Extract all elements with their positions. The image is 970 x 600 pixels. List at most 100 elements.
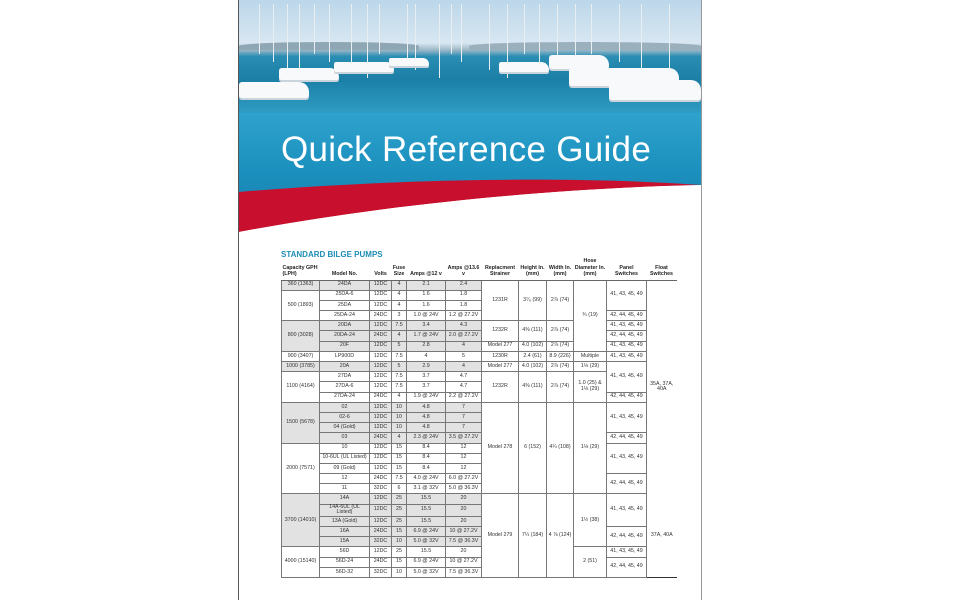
page-title: Quick Reference Guide bbox=[281, 130, 652, 169]
width-cell: 2⅞ (74) bbox=[546, 360, 574, 373]
mast bbox=[451, 4, 452, 54]
column-header: Amps @12 v bbox=[406, 258, 446, 281]
height-cell: 4.0 (102) bbox=[518, 340, 547, 352]
fuse-cell: 7.5 bbox=[391, 381, 407, 393]
amps-13v-cell: 2.4 bbox=[445, 279, 482, 291]
capacity-cell: 1500 (5678) bbox=[281, 401, 320, 444]
fuse-cell: 3 bbox=[391, 310, 407, 322]
model-cell: 56D-32 bbox=[319, 566, 370, 578]
volts-cell: 12DC bbox=[369, 299, 392, 312]
model-cell: LP900D bbox=[319, 350, 370, 363]
amps-12v-cell: 1.9 @ 24V bbox=[406, 391, 446, 403]
mast bbox=[575, 4, 576, 78]
panel-cell: 41, 43, 45, 49 bbox=[606, 350, 647, 363]
table-row: 360 (1363) 24DA 12DC 4 2.1 2.4 1231R 3⁷⁄₈ (99) 2… bbox=[281, 279, 677, 494]
column-header: Hose Diameter In. (mm) bbox=[573, 258, 607, 281]
fuse-cell: 7.5 bbox=[391, 371, 407, 383]
volts-cell: 24DC bbox=[369, 432, 392, 444]
fuse-cell: 6 bbox=[391, 483, 407, 495]
volts-cell: 12DC bbox=[369, 442, 392, 454]
amps-12v-cell: 3.7 bbox=[406, 381, 446, 393]
panel-cell: 41, 43, 45, 49 bbox=[606, 493, 647, 527]
model-cell: 09 (Gold) bbox=[319, 462, 370, 475]
height-cell: 4.0 (102) bbox=[518, 360, 547, 373]
amps-13v-cell: 10 @ 27.2V bbox=[445, 525, 482, 538]
amps-13v-cell: 20 bbox=[445, 515, 482, 528]
amps-12v-cell: 15.5 bbox=[406, 493, 446, 505]
table-row: 03 24DC 4 2.3 @ 24V 3.5 @ 27.2V 42, 44, 45, 4… bbox=[282, 432, 677, 444]
model-cell: 24DA bbox=[319, 279, 370, 291]
fuse-cell: 15 bbox=[391, 442, 407, 454]
amps-12v-cell: 15.5 bbox=[406, 546, 446, 558]
fuse-cell: 10 bbox=[391, 536, 407, 548]
boat bbox=[239, 82, 309, 98]
amps-13v-cell: 5 bbox=[445, 350, 482, 363]
amps-13v-cell: 1.8 bbox=[445, 289, 482, 301]
width-cell: 2⅞ (74) bbox=[546, 340, 574, 352]
column-header: Volts bbox=[369, 258, 392, 281]
mast bbox=[329, 4, 330, 62]
capacity-cell: 1000 (3785) bbox=[281, 360, 320, 373]
capacity-cell: 500 (1893) bbox=[281, 289, 320, 322]
amps-13v-cell: 20 bbox=[445, 493, 482, 505]
mast bbox=[299, 4, 300, 78]
amps-13v-cell: 10 @ 27.2V bbox=[445, 556, 482, 568]
model-cell: 25DA-24 bbox=[319, 310, 370, 322]
table-row: 4000 (15140) 56D 12DC 25 15.5 20 2 (51) 41, 43,… bbox=[281, 546, 677, 578]
section-heading: STANDARD BILGE PUMPS bbox=[281, 250, 383, 259]
amps-13v-cell: 5.0 @ 36.3V bbox=[445, 483, 482, 495]
table-row: 3700 (14010) 14A 12DC 25 15.5 20 Model 279 7¼ (… bbox=[281, 493, 677, 578]
amps-12v-cell: 4.0 @ 24V bbox=[406, 473, 446, 485]
mast bbox=[461, 4, 462, 62]
bilge-pump-table: Capacity GPH (LPH) Model No. Volts Fuse Siz… bbox=[281, 258, 677, 578]
volts-cell: 12DC bbox=[369, 360, 392, 373]
amps-12v-cell: 2.9 bbox=[406, 360, 446, 373]
amps-13v-cell: 12 bbox=[445, 452, 482, 464]
boat bbox=[334, 62, 394, 72]
volts-cell: 24DC bbox=[369, 330, 392, 342]
panel-cell: 41, 43, 45, 49 bbox=[606, 442, 647, 475]
model-cell: 20DA bbox=[319, 320, 370, 332]
mast bbox=[557, 4, 558, 70]
amps-12v-cell: 6.9 @ 24V bbox=[406, 556, 446, 568]
fuse-cell: 15 bbox=[391, 462, 407, 475]
table-row: 16A 24DC 15 6.9 @ 24V 10 @ 27.2V 42, 44, 45, … bbox=[282, 525, 677, 548]
fuse-cell: 7.5 bbox=[391, 473, 407, 485]
mast bbox=[619, 4, 620, 62]
strainer-cell: 1232R bbox=[481, 371, 519, 403]
width-cell: 2⅞ (74) bbox=[546, 320, 574, 342]
amps-13v-cell: 4.3 bbox=[445, 320, 482, 332]
mast bbox=[379, 4, 380, 54]
volts-cell: 32DC bbox=[369, 536, 392, 548]
panel-cell: 42, 44, 45, 49 bbox=[606, 432, 647, 444]
mast bbox=[539, 4, 540, 62]
volts-cell: 12DC bbox=[369, 289, 392, 301]
fuse-cell: 15 bbox=[391, 556, 407, 568]
volts-cell: 24DC bbox=[369, 473, 392, 485]
hose-cell: 1⅛ (29) bbox=[573, 401, 607, 495]
model-cell: 56D-24 bbox=[319, 556, 370, 568]
model-cell: 27DA-24 bbox=[319, 391, 370, 403]
amps-12v-cell: 4.8 bbox=[406, 401, 446, 413]
model-cell: 15A bbox=[319, 536, 370, 548]
amps-12v-cell: 5.0 @ 32V bbox=[406, 536, 446, 548]
amps-13v-cell: 12 bbox=[445, 462, 482, 475]
width-cell: 8.9 (226) bbox=[546, 350, 574, 363]
panel-cell: 41, 43, 45, 49 bbox=[606, 340, 647, 352]
model-cell: 14A-6UL (UL Listed) bbox=[319, 503, 370, 517]
height-cell: 4⅜ (111) bbox=[518, 320, 547, 342]
column-header: Height In. (mm) bbox=[518, 258, 547, 281]
boat bbox=[609, 80, 701, 100]
fuse-cell: 7.5 bbox=[391, 350, 407, 363]
width-cell: 4 ⅞ (124) bbox=[546, 493, 574, 578]
panel-cell: 41, 43, 45, 49 bbox=[606, 320, 647, 332]
column-header: Amps @13.6 v bbox=[445, 258, 482, 281]
amps-13v-cell: 4 bbox=[445, 360, 482, 373]
amps-12v-cell: 4.8 bbox=[406, 422, 446, 434]
hose-cell: 1⅛ (29) bbox=[573, 360, 607, 373]
fuse-cell: 10 bbox=[391, 566, 407, 578]
capacity-cell: 900 (3407) bbox=[281, 350, 320, 363]
amps-12v-cell: 1.0 @ 24V bbox=[406, 310, 446, 322]
height-cell: 3⁷⁄₈ (99) bbox=[518, 279, 547, 322]
model-cell: 25DA bbox=[319, 299, 370, 312]
